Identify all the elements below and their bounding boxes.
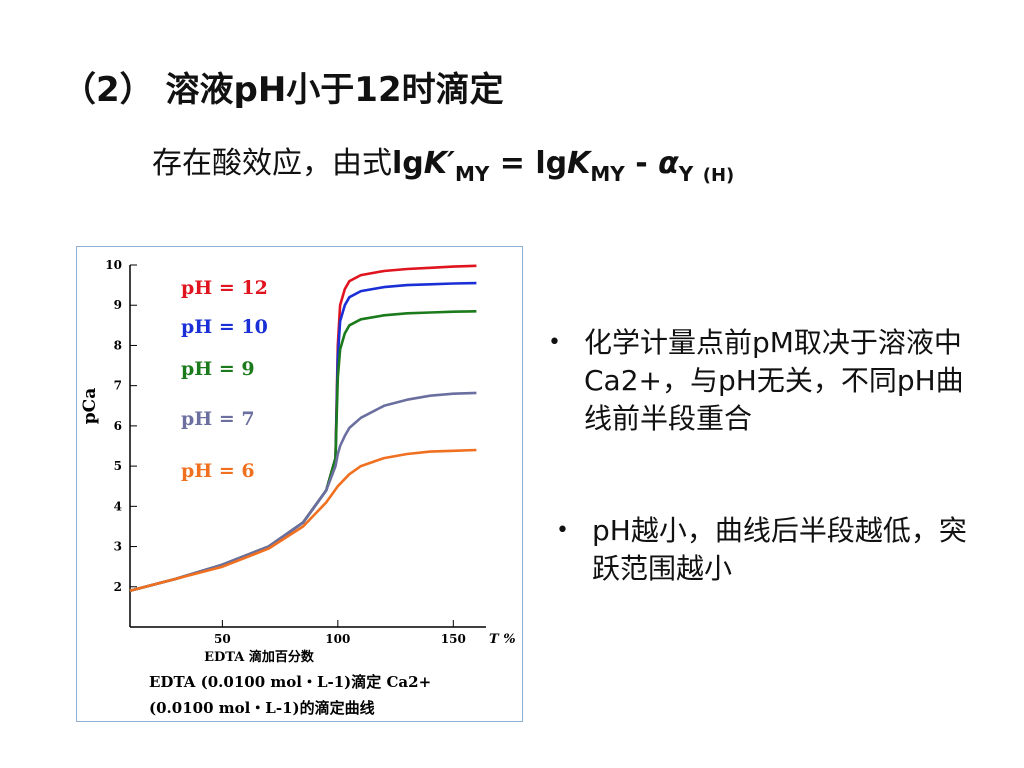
y-tick-label: 2 [114,580,122,594]
y-tick-label: 3 [114,540,122,554]
x-axis-label: EDTA 滴加百分数 [204,649,315,665]
formula-sub-y: Y [678,162,694,186]
formula-alpha: α [658,146,679,181]
formula-sub-my-2: MY [590,162,625,186]
legend-label: pH = 6 [181,460,255,482]
legend-label: pH = 12 [181,277,268,299]
y-tick-label: 7 [114,379,122,393]
x-tick-label: 50 [214,632,231,646]
formula-lg-1: lg [392,146,424,181]
y-tick-label: 10 [105,258,122,272]
chart-panel: 2 3 4 5 6 7 8 9 10 50 100 150 T % EDTA 滴加百分数 pCa pH = 1… [76,246,523,722]
bullet-text-1: 化学计量点前pM取决于溶液中Ca2+，与pH无关，不同pH曲线前半段重合 [584,326,964,435]
caption-line-1: EDTA (0.0100 mol・L-1)滴定 Ca2+ [149,673,431,691]
bullet-dot-icon: • [548,330,561,355]
bullet-text-2: pH越小，曲线后半段越低，突跃范围越小 [592,514,967,585]
formula-minus: - [624,146,659,181]
legend-label: pH = 10 [181,316,268,338]
bullet-item-2: • pH越小，曲线后半段越低，突跃范围越小 [556,512,976,588]
bullet-item-1: • 化学计量点前pM取决于溶液中Ca2+，与pH无关，不同pH曲线前半段重合 [548,324,988,438]
slide-title: （2） 溶液pH小于12时滴定 [62,70,504,110]
x-unit-label: T % [489,632,516,647]
formula-sub-h: (H) [702,165,735,186]
caption-line-2: (0.0100 mol・L-1)的滴定曲线 [149,699,375,717]
y-axis-label: pCa [80,388,100,424]
y-tick-label: 4 [114,499,122,513]
x-tick-label: 100 [325,632,350,646]
x-tick-label: 150 [441,632,466,646]
series-line-pH7 [129,391,477,593]
y-tick-label: 8 [114,338,122,352]
series-line-pH6 [129,448,477,593]
bullet-dot-icon: • [556,518,569,543]
legend-label: pH = 9 [181,358,255,380]
formula-k: K [567,146,591,181]
y-tick-label: 6 [114,419,122,433]
legend-label: pH = 7 [181,408,255,430]
formula-k-prime: K′ [423,146,455,181]
y-tick-label: 9 [114,298,122,312]
formula-line: 存在酸效应，由式lgK′MY = lgKMY - αY (H) [152,138,734,186]
formula-lg-2: lg [535,146,568,181]
titration-chart: 2 3 4 5 6 7 8 9 10 50 100 150 T % EDTA 滴加百分数 pCa pH = 1… [80,258,516,717]
formula-equals: = [489,146,536,181]
formula-sub-my-1: MY [454,162,490,186]
y-tick-label: 5 [114,459,122,473]
formula-prefix: 存在酸效应，由式 [152,146,392,181]
